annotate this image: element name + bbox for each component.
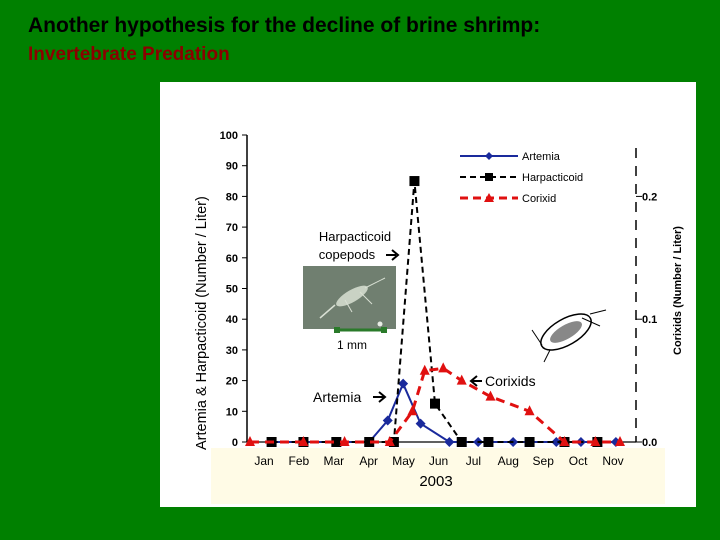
legend-marker-corixid	[484, 193, 494, 202]
data-point-corixid	[456, 374, 467, 385]
data-point-corixid	[590, 436, 601, 446]
y-tick-label: 100	[220, 130, 238, 142]
data-point-artemia	[382, 415, 393, 426]
month-axis-background	[211, 448, 665, 504]
annotation-harpacticoid-line2: copepods	[319, 247, 376, 262]
legend: Artemia Harpacticoid Corixid	[460, 151, 583, 205]
slide-subtitle: Invertebrate Predation	[28, 44, 230, 65]
x-tick-label: Jul	[466, 454, 481, 468]
y-axis-label: Artemia & Harpacticoid (Number / Liter)	[194, 196, 210, 450]
corixid-insect-drawing	[531, 309, 607, 363]
data-point-corixid	[485, 390, 496, 401]
y-tick-label: 90	[226, 161, 238, 173]
x-tick-label: Apr	[359, 454, 378, 468]
annotation-corixids-arrow	[469, 375, 482, 387]
data-point-corixid	[407, 405, 418, 416]
x-tick-label: Sep	[533, 454, 555, 468]
data-point-corixid	[339, 436, 350, 446]
scale-bar-label: 1 mm	[337, 338, 367, 352]
data-point-corixid	[524, 405, 535, 416]
data-point-corixid	[419, 364, 430, 375]
data-point-harpacticoid	[331, 437, 342, 447]
y2-tick-label: 0.1	[642, 314, 657, 326]
x-tick-label: Nov	[602, 454, 623, 468]
data-point-corixid	[245, 436, 255, 446]
legend-label-harpacticoid: Harpacticoid	[522, 172, 583, 184]
data-point-corixid	[615, 436, 625, 446]
y-tick-label: 20	[226, 376, 238, 388]
y2-axis-label: Corixids (Number / Liter)	[672, 226, 684, 355]
data-point-corixid	[384, 436, 395, 446]
scale-bar	[334, 327, 387, 333]
x-tick-label: Feb	[289, 454, 310, 468]
y-tick-label: 0	[232, 437, 238, 449]
y-tick-label: 60	[226, 253, 238, 265]
data-point-artemia	[415, 418, 426, 429]
data-point-harpacticoid	[524, 437, 535, 447]
y-tick-label: 80	[226, 191, 238, 203]
y-tick-label: 40	[226, 314, 238, 326]
x-tick-label: Jun	[429, 454, 448, 468]
data-point-artemia	[398, 378, 409, 389]
data-point-artemia	[551, 437, 562, 447]
legend-marker-harpacticoid	[485, 173, 493, 181]
y-tick-label: 30	[226, 345, 238, 357]
x-tick-label: May	[392, 454, 415, 468]
data-point-corixid	[298, 436, 309, 446]
slide-title: Another hypothesis for the decline of br…	[28, 14, 541, 37]
y-tick-label: 10	[226, 406, 238, 418]
legend-label-corixid: Corixid	[522, 193, 556, 205]
x-tick-label: Jan	[254, 454, 273, 468]
data-point-harpacticoid	[364, 437, 375, 447]
x-tick-label: Aug	[498, 454, 519, 468]
data-point-harpacticoid	[409, 176, 420, 187]
annotation-corixids: Corixids	[485, 373, 536, 389]
y2-tick-label: 0.0	[642, 437, 657, 449]
x-tick-label: Oct	[569, 454, 588, 468]
annotation-artemia: Artemia	[313, 389, 361, 405]
data-point-harpacticoid	[388, 437, 399, 447]
y2-tick-label: 0.2	[642, 191, 657, 203]
data-point-corixid	[438, 362, 449, 373]
data-point-harpacticoid	[483, 437, 494, 447]
data-point-harpacticoid	[430, 398, 440, 409]
annotation-harpacticoid-arrow	[386, 249, 400, 261]
annotation-artemia-arrow	[373, 391, 387, 403]
x-tick-label: Mar	[323, 454, 344, 468]
data-point-corixid	[559, 436, 570, 446]
copepod-photo	[303, 266, 396, 329]
legend-marker-artemia	[485, 152, 493, 160]
y-tick-label: 50	[226, 284, 238, 296]
chart-panel	[160, 82, 696, 507]
legend-label-artemia: Artemia	[522, 151, 561, 163]
annotation-harpacticoid-line1: Harpacticoid	[319, 229, 391, 244]
y-tick-label: 70	[226, 222, 238, 234]
x-axis-label: 2003	[419, 473, 452, 490]
series-line-harpacticoid	[271, 181, 598, 443]
data-point-harpacticoid	[456, 437, 467, 447]
data-point-artemia	[444, 437, 455, 447]
